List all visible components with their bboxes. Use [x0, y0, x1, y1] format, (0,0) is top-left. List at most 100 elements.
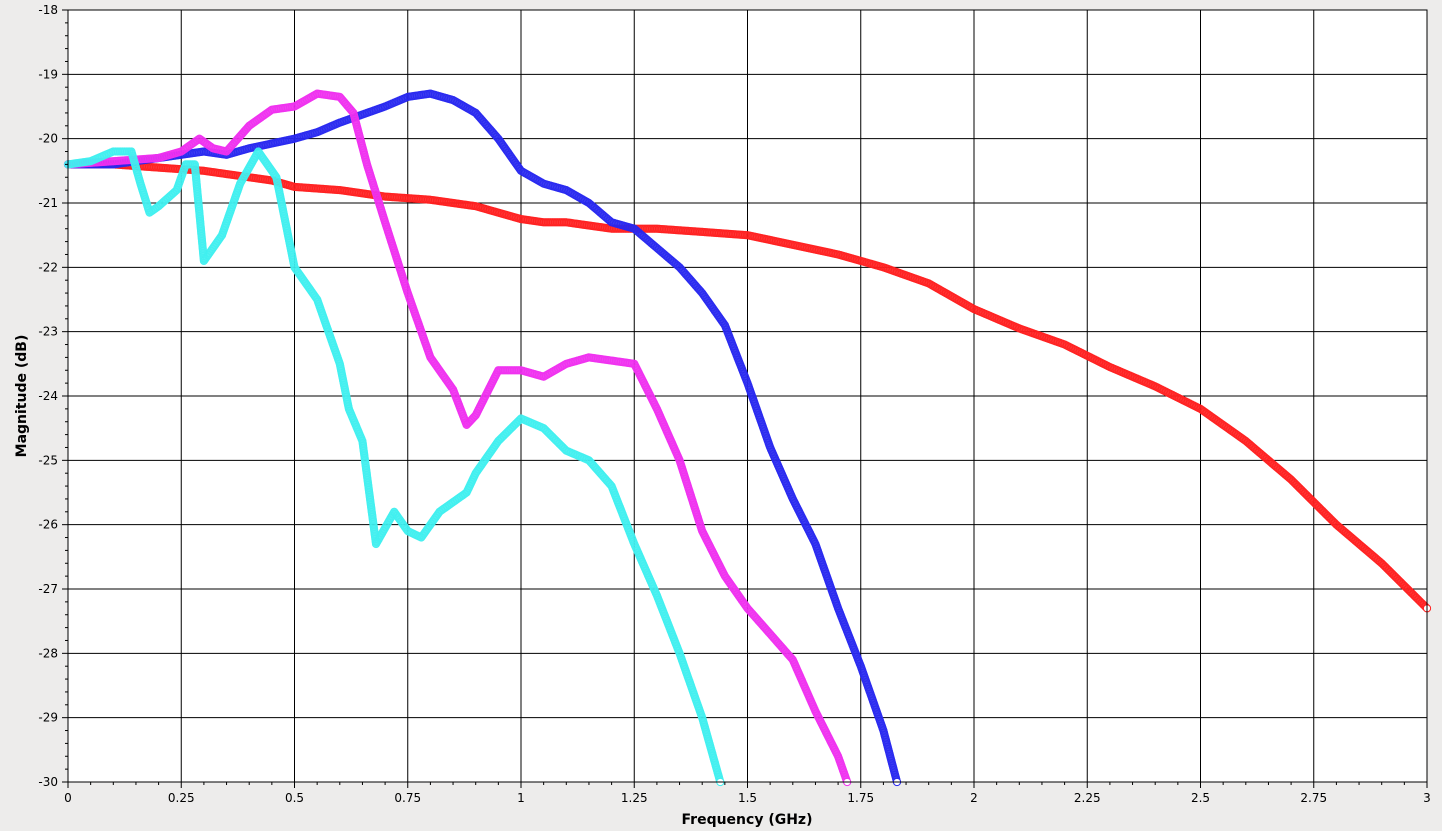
data-point [371, 539, 381, 549]
series-1 [63, 89, 902, 787]
data-point [373, 537, 382, 546]
data-point [707, 546, 717, 555]
data-point [376, 531, 385, 540]
data-point [562, 186, 571, 195]
data-point [831, 747, 841, 757]
y-tick-label: -18 [38, 3, 58, 17]
data-point [245, 162, 254, 171]
data-point [572, 191, 581, 201]
grid [68, 10, 1427, 782]
data-point [714, 559, 723, 568]
data-point [290, 102, 299, 111]
data-point [928, 281, 938, 290]
data-point [461, 103, 470, 112]
y-tick-label: -30 [38, 775, 58, 789]
data-point [382, 520, 391, 529]
data-point [578, 195, 587, 204]
data-point [931, 283, 940, 292]
data-point [809, 535, 818, 544]
data-point [719, 319, 728, 328]
data-point [306, 93, 316, 102]
series-3 [63, 147, 725, 787]
data-point [719, 569, 728, 579]
data-point [556, 363, 565, 372]
data-point [643, 385, 652, 394]
x-tick-label: 3 [1423, 791, 1431, 805]
data-point [829, 743, 838, 752]
data-point [734, 592, 744, 601]
data-point [935, 285, 944, 294]
data-point [527, 172, 536, 181]
data-point [939, 287, 948, 297]
data-point [539, 218, 548, 227]
data-point [650, 400, 659, 409]
data-point [296, 98, 305, 108]
data-point [631, 361, 640, 371]
data-point [541, 371, 550, 380]
data-point [294, 100, 303, 109]
data-point [191, 137, 200, 146]
series-2 [63, 89, 852, 787]
data-point [794, 505, 803, 514]
data-point [384, 518, 393, 527]
data-point [1153, 383, 1162, 392]
data-point [446, 381, 455, 390]
data-point [465, 105, 474, 114]
data-point [186, 160, 195, 169]
y-tick-label: -21 [38, 196, 58, 210]
data-point [478, 398, 487, 407]
data-point [304, 94, 313, 103]
data-point [385, 516, 394, 525]
data-point [633, 366, 642, 375]
y-tick-label: -19 [38, 67, 58, 81]
x-tick-label: 0.25 [168, 791, 195, 805]
data-point [698, 527, 707, 536]
x-tick-label: 2.75 [1300, 791, 1327, 805]
y-tick-label: -20 [38, 132, 58, 146]
data-point [708, 303, 717, 312]
data-point [378, 529, 387, 538]
x-tick-label: 2 [970, 791, 978, 805]
data-point [1192, 402, 1201, 411]
data-point [709, 305, 718, 314]
series-layer [63, 89, 1432, 787]
y-tick-label: -25 [38, 453, 58, 467]
data-point [248, 158, 257, 167]
data-point [816, 717, 825, 727]
data-point [820, 724, 829, 733]
x-tick-label: 1.25 [621, 791, 648, 805]
y-tick-label: -22 [38, 260, 58, 274]
data-point [967, 303, 976, 312]
data-point [558, 362, 567, 371]
data-point [812, 709, 821, 718]
data-point [246, 160, 256, 169]
data-point [459, 101, 468, 111]
data-point [648, 396, 657, 405]
data-point [635, 370, 644, 379]
x-tick-label: 0 [64, 791, 72, 805]
data-point [824, 732, 833, 742]
data-point [471, 411, 480, 420]
data-point [244, 164, 253, 173]
data-point [515, 416, 524, 425]
data-point [924, 279, 933, 288]
data-point [525, 171, 534, 180]
data-point [803, 524, 813, 534]
data-point [941, 289, 951, 298]
data-point [239, 173, 248, 182]
data-point [646, 391, 655, 401]
data-point [475, 402, 485, 411]
data-point [736, 594, 745, 603]
data-point [516, 166, 526, 175]
data-point [574, 193, 583, 202]
data-point [253, 149, 262, 158]
data-point [963, 301, 972, 310]
data-point [948, 292, 957, 301]
data-point [249, 156, 258, 165]
data-point [430, 359, 439, 368]
data-point [311, 90, 320, 99]
data-point [797, 512, 806, 521]
data-point [706, 544, 715, 553]
data-point [580, 196, 589, 205]
